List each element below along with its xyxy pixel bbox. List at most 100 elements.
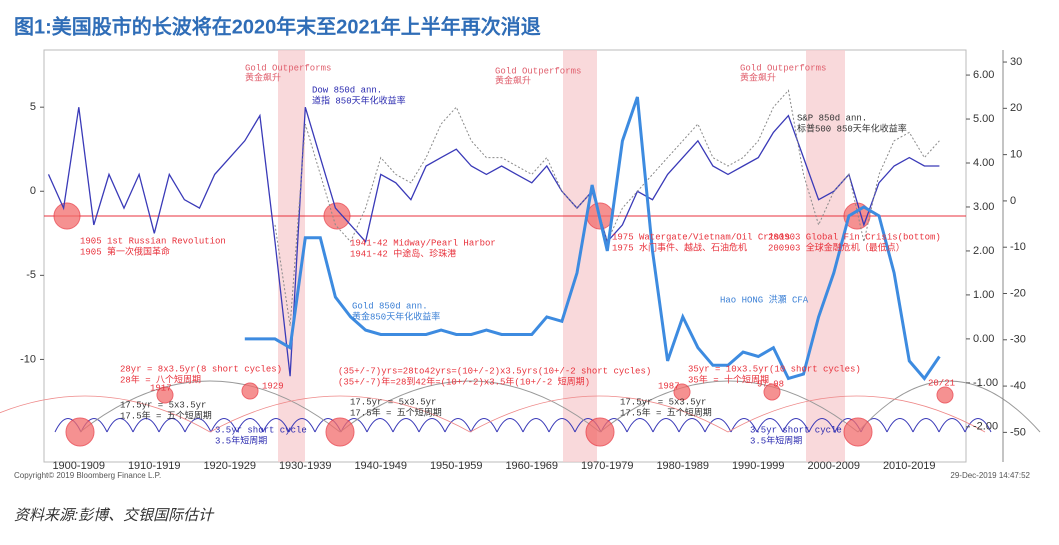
long-cycle-arc [339, 380, 601, 433]
y2-tick-label: 5.00 [973, 113, 994, 125]
event-circle [763, 383, 781, 401]
y3-tick-label: -40 [1010, 380, 1026, 392]
event-circle [936, 386, 954, 404]
mid-cycle-arc [0, 395, 211, 433]
annotation: (35+/-7)yrs=28to42yrs=(10+/-2)x3.5yrs(10… [338, 366, 651, 376]
x-tick-label: 2000-2009 [807, 460, 860, 472]
cycle-arcs [0, 202, 1041, 447]
x-tick-label: 2010-2019 [883, 460, 936, 472]
short-cycle-arc [730, 418, 758, 433]
annotation: 28yr = 8x3.5yr(8 short cycles) [120, 364, 282, 374]
x-tick-label: 1950-1959 [430, 460, 483, 472]
annotation: 黄金飙升 [245, 71, 281, 83]
annotation: 20/21 [928, 378, 955, 388]
y2-tick-label: 1.00 [973, 289, 994, 301]
annotation: 1987 [658, 381, 680, 391]
y3-tick-label: -50 [1010, 426, 1026, 438]
annotation: Gold Outperforms [495, 66, 581, 76]
series-line [47, 107, 940, 377]
y2-tick-label: 4.00 [973, 157, 994, 169]
annotation: Hao HONG 洪灝 CFA [720, 293, 809, 305]
short-cycle-arc [964, 418, 992, 433]
annotation: 17.5年 = 五个短周期 [620, 406, 712, 418]
x-tick-label: 1910-1919 [128, 460, 181, 472]
x-tick-label: 1960-1969 [505, 460, 558, 472]
short-cycle-arc [418, 418, 446, 433]
annotation: Gold Outperforms [245, 63, 331, 73]
annotation: 1905 第一次俄国革命 [80, 245, 170, 257]
annotation: 黄金飙升 [495, 74, 531, 86]
short-cycle-arc [106, 418, 134, 433]
event-circle [323, 202, 351, 230]
short-cycle-arc [470, 418, 498, 433]
short-cycle-arc [158, 418, 186, 433]
annotation: 1975 Watergate/Vietnam/Oil Crisis [612, 232, 790, 242]
event-circle [65, 417, 95, 447]
copyright: Copyright© 2019 Bloomberg Finance L.P. [14, 471, 161, 480]
annotation: 1975 水门事件、越战、石油危机 [612, 241, 747, 253]
y-tick-label: 0 [30, 185, 36, 197]
annotation: S&P 850d ann. [797, 113, 867, 123]
y3-tick-label: 0 [1010, 195, 1016, 207]
x-tick-label: 1980-1989 [656, 460, 709, 472]
series-line [244, 96, 941, 381]
annotation: 3.5年短周期 [750, 434, 802, 446]
x-tick-label: 1940-1949 [354, 460, 407, 472]
short-cycle-arc [392, 418, 420, 433]
annotation: Gold 850d ann. [352, 301, 428, 311]
x-tick-label: 1990-1999 [732, 460, 785, 472]
event-circle [843, 417, 873, 447]
short-cycle-arc [522, 418, 550, 433]
event-circle [156, 386, 174, 404]
x-tick-label: 1900-1909 [52, 460, 105, 472]
y3-tick-label: -30 [1010, 334, 1026, 346]
event-circle [53, 202, 81, 230]
y3-tick-label: -20 [1010, 287, 1026, 299]
annotation: Gold Outperforms [740, 63, 826, 73]
annotation: 道指 850天年化收益率 [312, 94, 406, 106]
short-cycle-arc [704, 418, 732, 433]
short-cycle-arc [808, 418, 836, 433]
short-cycle-arc [912, 418, 940, 433]
annotation: 17.5年 = 五个短周期 [350, 406, 442, 418]
annotation: 35yr = 10x3.5yr(10 short cycles) [688, 364, 861, 374]
y3-tick-label: 10 [1010, 149, 1022, 161]
short-cycle-arc [496, 418, 524, 433]
long-cycle-arc [857, 380, 1041, 433]
short-cycle-arc [626, 418, 654, 433]
y2-tick-label: -2.00 [973, 421, 998, 433]
annotation: 97-98 [757, 379, 784, 389]
short-cycle-arc [756, 418, 784, 433]
mid-cycle-arc [469, 395, 729, 433]
short-cycle-arc [938, 418, 966, 433]
annotation: 1905 1st Russian Revolution [80, 236, 226, 246]
x-tick-label: 1970-1979 [581, 460, 634, 472]
short-cycle-arc [652, 418, 680, 433]
annotation: 17.5yr = 5x3.5yr [620, 397, 706, 407]
short-cycle-arc [548, 418, 576, 433]
annotation: 标普500 850天年化收益率 [797, 122, 907, 134]
short-cycle-arc [444, 418, 472, 433]
y2-tick-label: 2.00 [973, 245, 994, 257]
annotation: 17.5yr = 5x3.5yr [350, 397, 436, 407]
event-circle [241, 382, 259, 400]
short-cycle-arc [262, 418, 290, 433]
event-circle [673, 383, 691, 401]
annotation: 1917 [150, 383, 172, 393]
short-cycle-arc [184, 418, 212, 433]
event-circle [585, 417, 615, 447]
short-cycle-arc [288, 418, 316, 433]
mid-cycle-arc [727, 395, 986, 433]
annotation: 1941-42 中途岛、珍珠港 [350, 247, 456, 259]
x-tick-label: 1930-1939 [279, 460, 332, 472]
short-cycle-arc [678, 418, 706, 433]
y3-tick-label: -10 [1010, 241, 1026, 253]
annotation: 3.5年短周期 [215, 434, 267, 446]
y3-tick-label: 20 [1010, 102, 1022, 114]
y-tick-label: -10 [20, 353, 36, 365]
annotation: 1929 [262, 381, 284, 391]
annotation: 200903 Global Fin Crisis(bottom) [768, 232, 941, 242]
x-tick-label: 1920-1929 [203, 460, 256, 472]
